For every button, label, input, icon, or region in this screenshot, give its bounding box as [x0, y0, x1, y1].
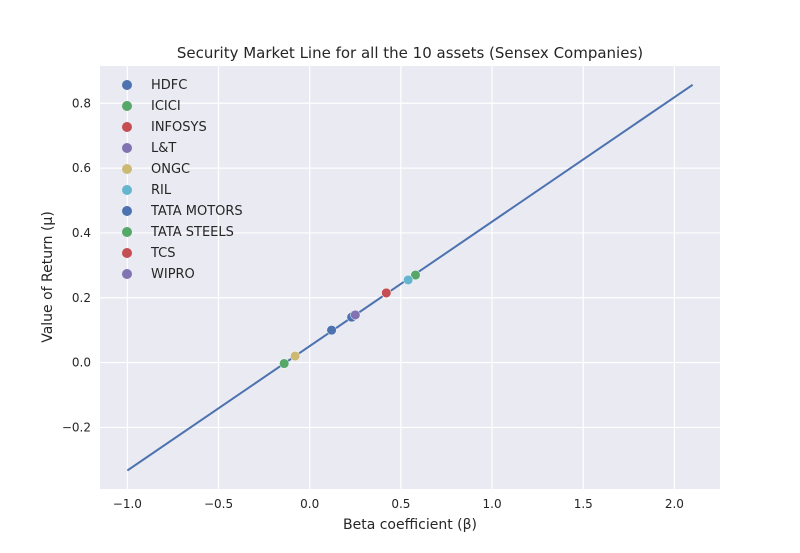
legend-marker-ril [122, 185, 132, 195]
y-axis-label: Value of Return (μ) [40, 211, 56, 343]
y-tick-label: 0.4 [72, 226, 91, 240]
point-wipro [350, 309, 361, 320]
y-tick-label: 0.6 [72, 161, 91, 175]
grid-lines [100, 66, 720, 489]
legend-label-ril: RIL [151, 183, 172, 198]
legend-label-tata-motors: TATA MOTORS [150, 204, 243, 219]
point-tcs [381, 287, 392, 298]
legend-marker-icici [122, 101, 132, 111]
x-tick-label: 0.0 [300, 497, 319, 511]
legend-label-icici: ICICI [151, 99, 181, 114]
x-tick-label: −1.0 [113, 497, 142, 511]
data-points [279, 270, 421, 369]
legend: HDFC ICICI INFOSYS L&T ONGC RIL TATA MOTORS TAT… [122, 78, 243, 282]
x-axis-label: Beta coefficient (β) [343, 517, 477, 533]
y-tick-label: −0.2 [62, 420, 91, 434]
legend-label-ongc: ONGC [151, 162, 190, 177]
point-ril [403, 274, 414, 285]
x-tick-label: 1.0 [483, 497, 502, 511]
x-tick-label: 0.5 [391, 497, 410, 511]
x-tick-label: 2.0 [665, 497, 684, 511]
legend-marker-wipro [122, 269, 132, 279]
chart-title: Security Market Line for all the 10 asse… [177, 44, 643, 62]
y-tick-labels: −0.2 0.0 0.2 0.4 0.6 0.8 [62, 96, 91, 434]
point-hdfc [326, 325, 337, 336]
legend-marker-tata-steels [122, 227, 132, 237]
legend-label-wipro: WIPRO [151, 267, 195, 282]
point-tata-steels [279, 358, 290, 369]
point-ongc [290, 351, 301, 362]
y-tick-label: 0.2 [72, 291, 91, 305]
legend-label-l-t: L&T [151, 141, 176, 156]
legend-label-hdfc: HDFC [151, 78, 187, 93]
legend-marker-tata-motors [122, 206, 132, 216]
legend-marker-tcs [122, 248, 132, 258]
x-tick-labels: −1.0 −0.5 0.0 0.5 1.0 1.5 2.0 [113, 497, 684, 511]
x-tick-label: −0.5 [204, 497, 233, 511]
legend-marker-ongc [122, 164, 132, 174]
legend-marker-infosys [122, 122, 132, 132]
x-tick-label: 1.5 [574, 497, 593, 511]
legend-label-infosys: INFOSYS [151, 120, 207, 135]
legend-label-tata-steels: TATA STEELS [150, 225, 234, 240]
y-tick-label: 0.8 [72, 96, 91, 110]
legend-marker-hdfc [122, 80, 132, 90]
y-tick-label: 0.0 [72, 356, 91, 370]
legend-marker-l-t [122, 143, 132, 153]
point-icici [410, 270, 421, 281]
legend-label-tcs: TCS [150, 246, 176, 261]
